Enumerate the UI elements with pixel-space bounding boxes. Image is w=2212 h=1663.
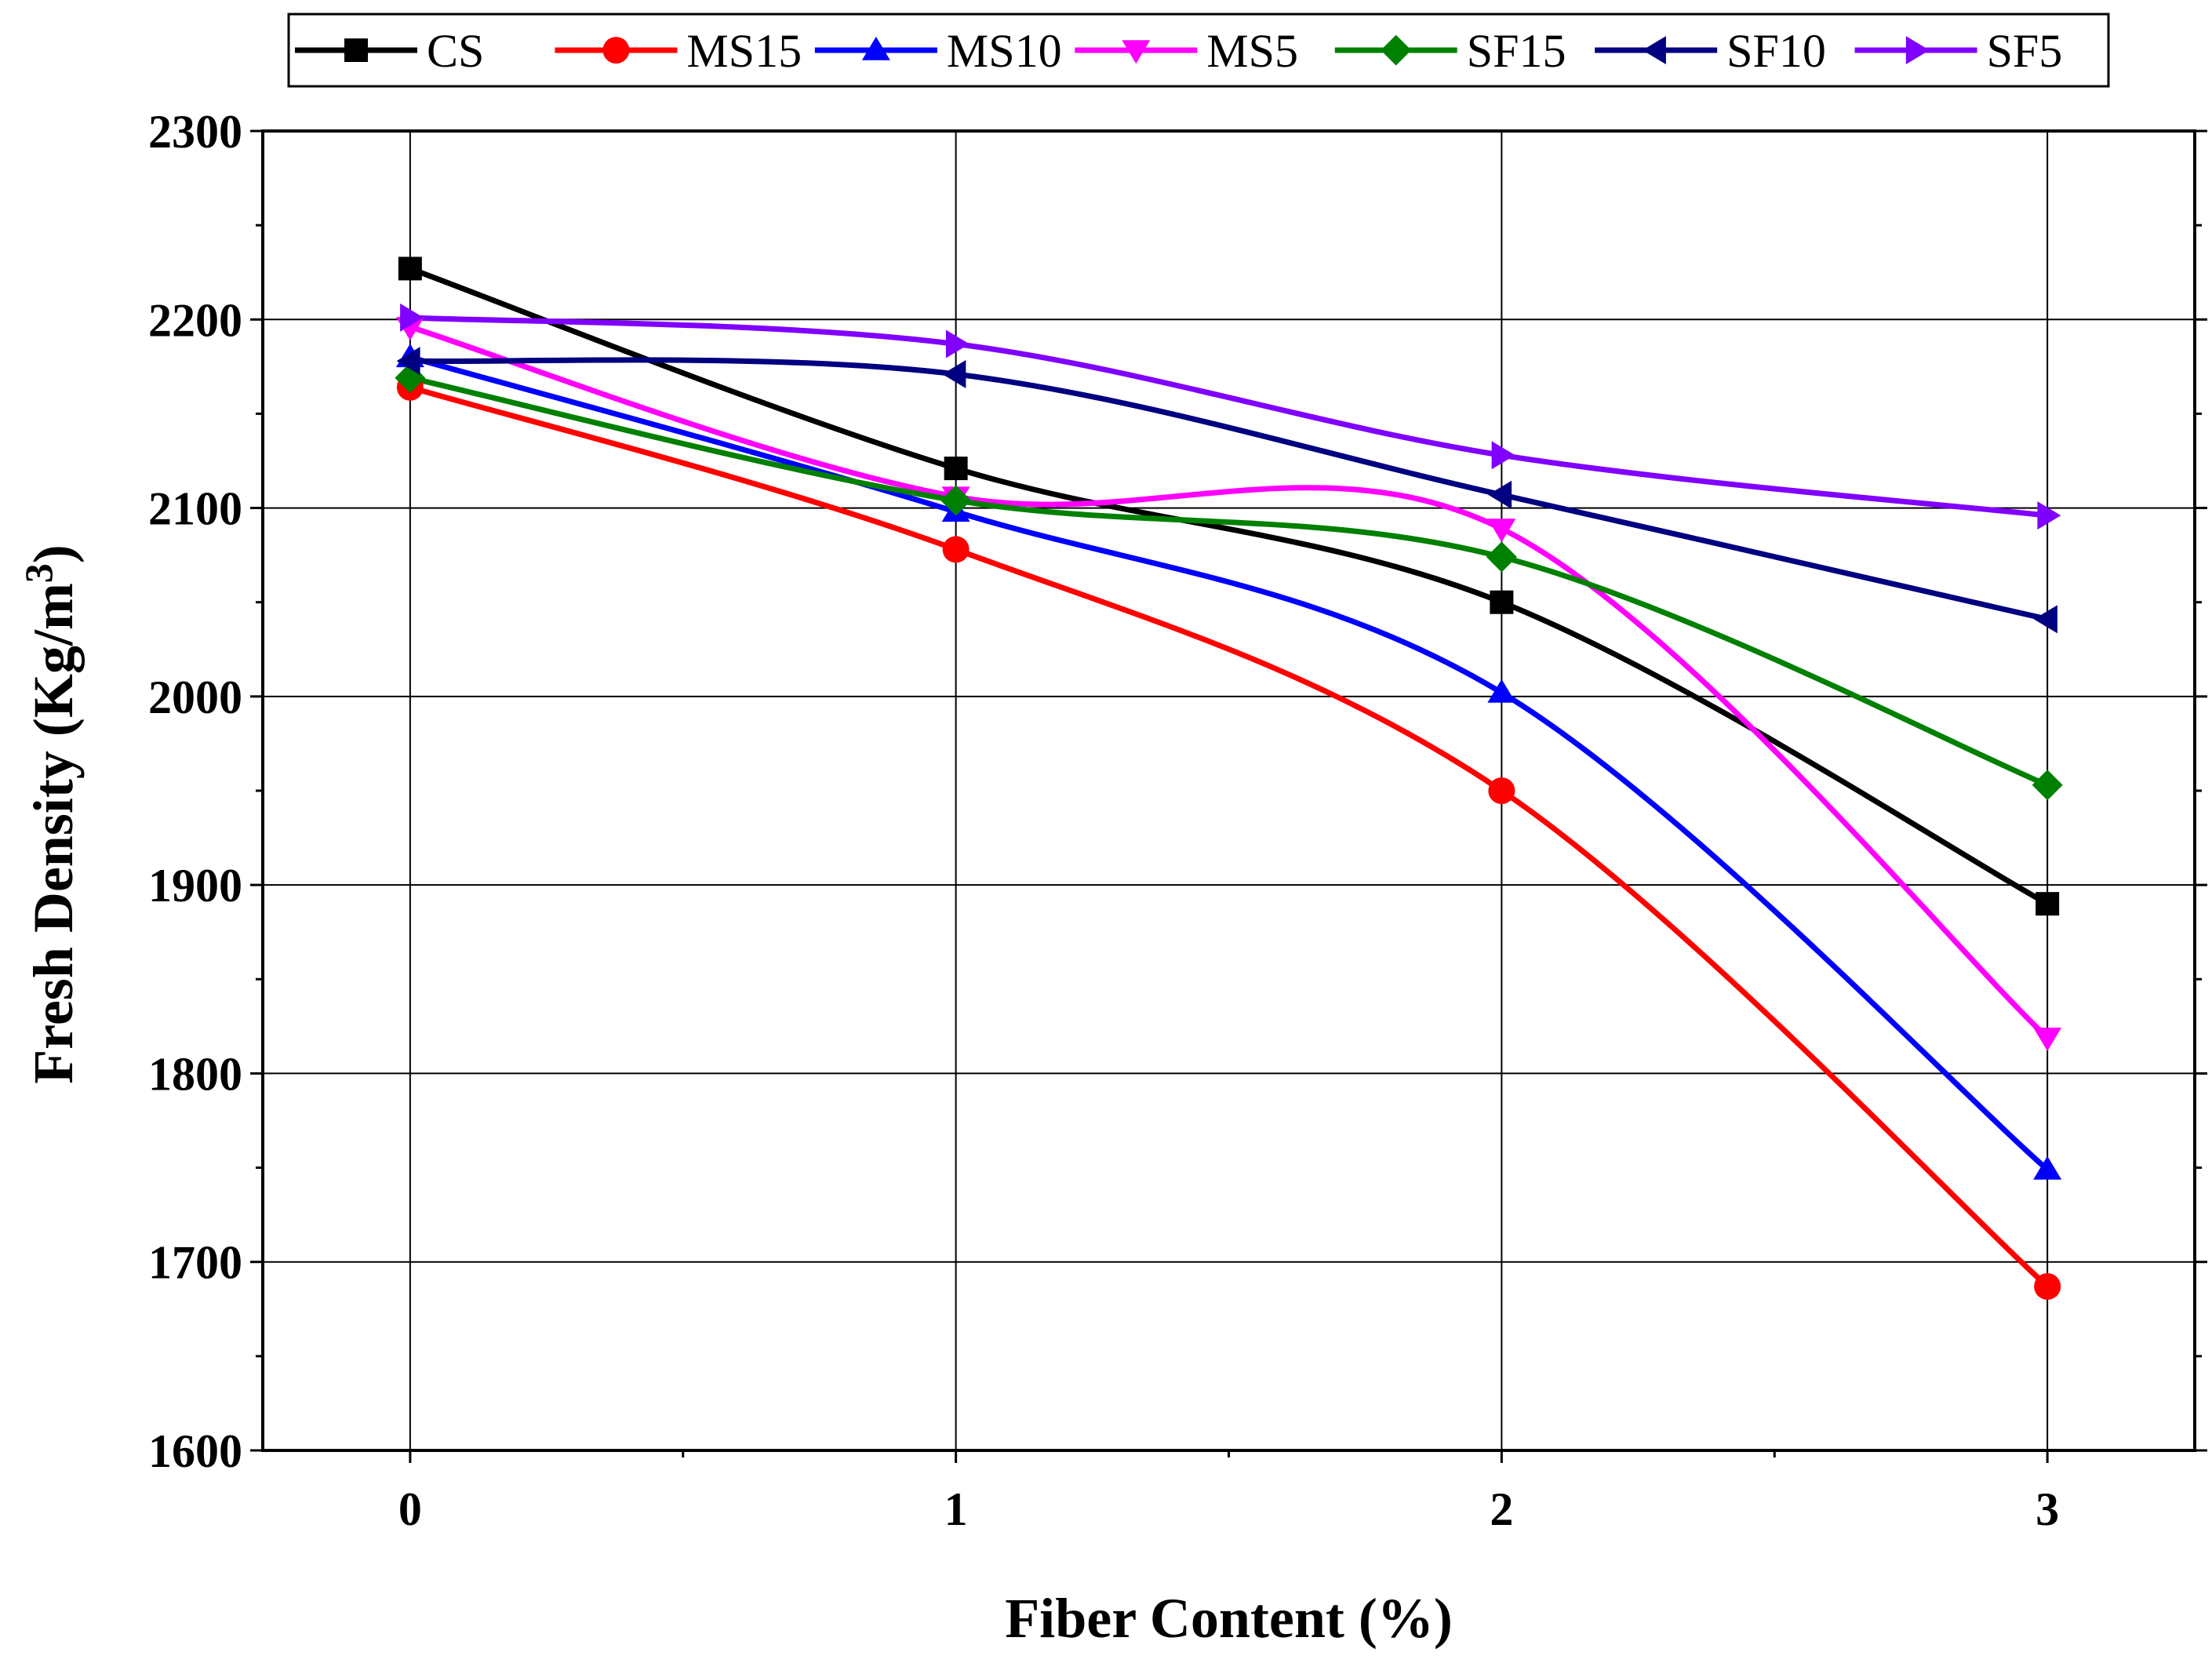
- series-line-sf10: [409, 357, 2048, 622]
- data-point-sf10: [1488, 480, 1512, 509]
- data-point-cs: [944, 457, 968, 481]
- series-line-ms5: [409, 324, 2050, 1040]
- legend-label-sf15: SF15: [1467, 25, 1566, 77]
- data-point-sf5: [2037, 501, 2061, 530]
- series-line-sf5: [409, 315, 2048, 519]
- x-tick-label: 0: [398, 1483, 422, 1535]
- y-tick-label: 2100: [148, 483, 242, 535]
- legend-marker-sf10: [1642, 36, 1666, 64]
- y-tick-label: 1900: [148, 860, 242, 912]
- data-point-ms15: [942, 536, 970, 563]
- x-tick-label: 2: [1490, 1483, 1513, 1535]
- x-tick-label: 1: [944, 1483, 968, 1535]
- legend-marker-cs: [344, 38, 368, 62]
- y-axis-title-superscript: 3: [16, 563, 60, 583]
- data-point-sf5: [1491, 441, 1515, 470]
- data-point-sf10: [942, 359, 966, 388]
- data-point-sf15: [2032, 770, 2063, 801]
- data-point-sf5: [400, 303, 424, 332]
- y-tick-label: 1700: [148, 1237, 242, 1289]
- y-axis-title-close: ): [22, 544, 85, 563]
- data-point-cs: [1490, 590, 1514, 614]
- series-lines: [409, 266, 2050, 1289]
- series-line-ms15: [409, 384, 2050, 1289]
- legend-label-sf10: SF10: [1726, 25, 1826, 77]
- data-point-sf15: [940, 485, 972, 516]
- legend-label-ms10: MS10: [947, 25, 1062, 77]
- data-point-sf15: [1486, 541, 1517, 573]
- data-point-ms10: [1487, 679, 1516, 703]
- series-markers: [395, 257, 2063, 1300]
- y-tick-label: 2200: [148, 294, 242, 346]
- y-tick-label: 1600: [148, 1425, 242, 1477]
- legend-marker-ms15: [602, 37, 630, 64]
- data-point-sf5: [945, 329, 970, 358]
- y-tick-label: 2300: [148, 106, 242, 158]
- data-point-cs: [2036, 892, 2060, 916]
- legend-marker-ms10: [861, 36, 890, 60]
- data-point-sf10: [2033, 605, 2057, 634]
- y-axis-title: Fresh Density (Kg/m3): [16, 544, 85, 1084]
- y-tick-label: 2000: [148, 671, 242, 723]
- y-tick-label: 1800: [148, 1048, 242, 1100]
- legend-label-ms5: MS5: [1206, 25, 1298, 77]
- data-point-ms5: [1487, 519, 1516, 543]
- data-point-ms5: [2033, 1028, 2062, 1052]
- data-point-ms10: [2033, 1155, 2062, 1180]
- legend-label-sf5: SF5: [1987, 25, 2063, 77]
- legend: CS MS15 MS10 MS5 SF15 SF10 SF5: [287, 13, 2110, 88]
- series-line-sf15: [409, 375, 2049, 788]
- legend-label-cs: CS: [427, 25, 484, 77]
- legend-label-ms15: MS15: [686, 25, 802, 77]
- x-axis-title: Fiber Content (%): [1005, 1587, 1453, 1650]
- data-point-cs: [398, 257, 422, 281]
- data-point-sf10: [396, 347, 420, 376]
- legend-marker-sf15: [1381, 35, 1412, 66]
- x-tick-label: 3: [2036, 1483, 2059, 1535]
- series-line-ms10: [409, 354, 2050, 1172]
- data-point-ms15: [1488, 777, 1515, 804]
- y-axis-title-main: Fresh Density (Kg/m: [22, 583, 85, 1084]
- data-point-ms15: [2034, 1272, 2061, 1300]
- axis-ticks: 1600 1700 1800 1900 2000 2100 2200 2300 0 1 2 3: [148, 106, 2207, 1535]
- legend-marker-ms5: [1122, 40, 1151, 64]
- legend-marker-sf5: [1905, 36, 1930, 64]
